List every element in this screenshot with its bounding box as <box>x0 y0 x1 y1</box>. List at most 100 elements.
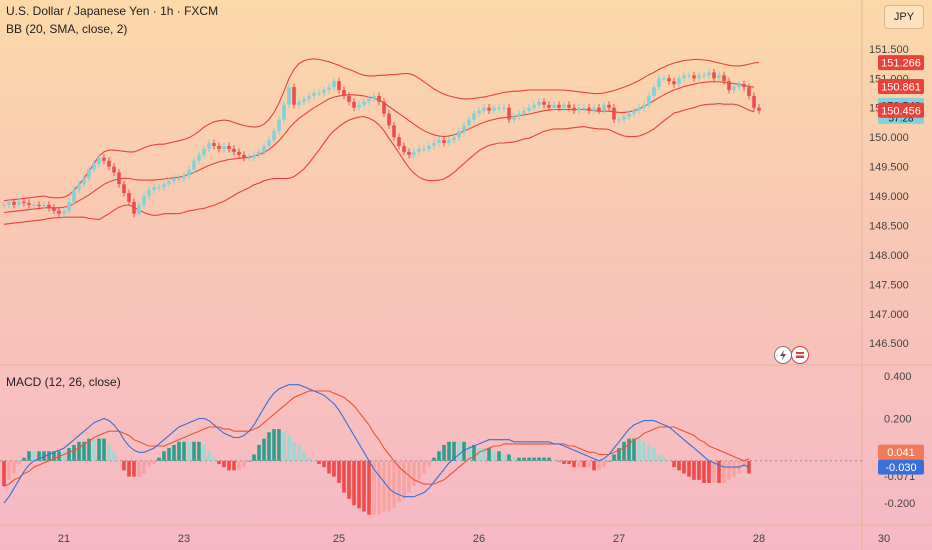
candle <box>262 145 266 152</box>
candle <box>247 157 251 159</box>
candle <box>232 148 236 152</box>
macd-histogram-bar <box>27 451 31 461</box>
macd-histogram-bar <box>167 448 171 461</box>
macd-histogram-bar <box>747 460 751 474</box>
macd-histogram-bar <box>262 438 266 461</box>
bollinger-indicator-label[interactable]: BB (20, SMA, close, 2) <box>6 22 128 36</box>
macd-histogram-bar <box>387 460 391 512</box>
macd-histogram-bar <box>237 460 241 471</box>
macd-histogram-bar <box>67 448 71 461</box>
candle <box>122 184 126 194</box>
candle <box>387 113 391 126</box>
price-tick-label: 147.000 <box>869 309 909 321</box>
flag-icon[interactable] <box>791 346 809 364</box>
macd-histogram-bar <box>552 460 556 462</box>
macd-histogram-bar <box>127 460 131 477</box>
candle <box>257 151 261 155</box>
macd-histogram-bar <box>32 451 36 461</box>
bb-lower-line <box>3 103 755 225</box>
time-tick-label: 23 <box>178 533 190 545</box>
candle <box>532 104 536 108</box>
macd-histogram-bar <box>347 460 351 499</box>
candle <box>87 169 91 179</box>
candle <box>322 90 326 93</box>
price-tick-label: 148.500 <box>869 220 909 232</box>
macd-histogram-bar <box>487 448 491 461</box>
macd-histogram-bar <box>482 448 486 461</box>
candle <box>42 204 46 207</box>
candle <box>382 101 386 114</box>
macd-histogram-bar <box>542 457 546 461</box>
candle <box>27 203 31 205</box>
macd-histogram-bar <box>142 460 146 474</box>
candle <box>757 107 761 111</box>
macd-signal-line <box>3 390 750 487</box>
candle <box>22 201 26 204</box>
macd-histogram-bar <box>187 441 191 461</box>
price-label: 150.861 <box>881 81 921 93</box>
candle <box>437 140 441 144</box>
candle <box>482 107 486 111</box>
candle <box>282 104 286 120</box>
time-tick-label: 27 <box>613 533 625 545</box>
macd-histogram-bar <box>522 457 526 461</box>
macd-histogram-bar <box>537 457 541 461</box>
macd-histogram-bar <box>602 460 606 468</box>
macd-histogram-bar <box>627 438 631 461</box>
macd-histogram-bar <box>667 460 671 462</box>
macd-histogram-bar <box>467 444 471 461</box>
macd-histogram-bar <box>137 460 141 477</box>
candle <box>292 87 296 105</box>
candle <box>342 90 346 96</box>
candle <box>77 184 81 191</box>
macd-histogram-bar <box>442 444 446 461</box>
macd-histogram-bar <box>337 460 341 483</box>
macd-histogram-bar <box>547 457 551 461</box>
macd-histogram-bar <box>332 460 336 477</box>
macd-histogram-bar <box>232 460 236 471</box>
candle <box>527 107 531 111</box>
candle <box>617 119 621 121</box>
macd-histogram-bar <box>532 457 536 461</box>
macd-histogram-bar <box>597 460 601 471</box>
price-tick-label: 148.000 <box>869 250 909 262</box>
macd-histogram-bar <box>317 460 321 464</box>
currency-button[interactable]: JPY <box>884 5 924 29</box>
candle <box>172 178 176 182</box>
candle <box>467 119 471 126</box>
candle <box>97 157 101 164</box>
candle <box>217 145 221 149</box>
price-tick-label: 146.500 <box>869 338 909 350</box>
macd-histogram-bar <box>637 438 641 461</box>
macd-histogram-bar <box>562 460 566 464</box>
macd-histogram-bar <box>567 460 571 464</box>
macd-histogram-bar <box>427 460 431 468</box>
candle <box>177 178 181 180</box>
macd-indicator-label[interactable]: MACD (12, 26, close) <box>6 375 121 389</box>
candle <box>167 181 171 185</box>
candle <box>552 104 556 108</box>
macd-histogram-bar <box>397 460 401 503</box>
candle <box>337 81 341 91</box>
macd-tick-label: 0.400 <box>884 371 912 383</box>
macd-histogram-bar <box>112 451 116 461</box>
candle <box>57 210 61 214</box>
candle <box>47 204 51 208</box>
candle <box>492 107 496 111</box>
candle <box>652 87 656 96</box>
price-label: 150.456 <box>881 105 921 117</box>
candle <box>577 107 581 111</box>
candle <box>112 166 116 173</box>
candle <box>67 201 71 211</box>
macd-histogram-bar <box>292 441 296 461</box>
candle <box>737 84 741 88</box>
macd-histogram-bar <box>437 451 441 461</box>
macd-histogram-bar <box>702 460 706 483</box>
candle <box>477 110 481 114</box>
candle <box>747 87 751 96</box>
candle <box>592 107 596 111</box>
price-tick-label: 149.500 <box>869 162 909 174</box>
candle <box>187 169 191 176</box>
candle <box>427 145 431 149</box>
